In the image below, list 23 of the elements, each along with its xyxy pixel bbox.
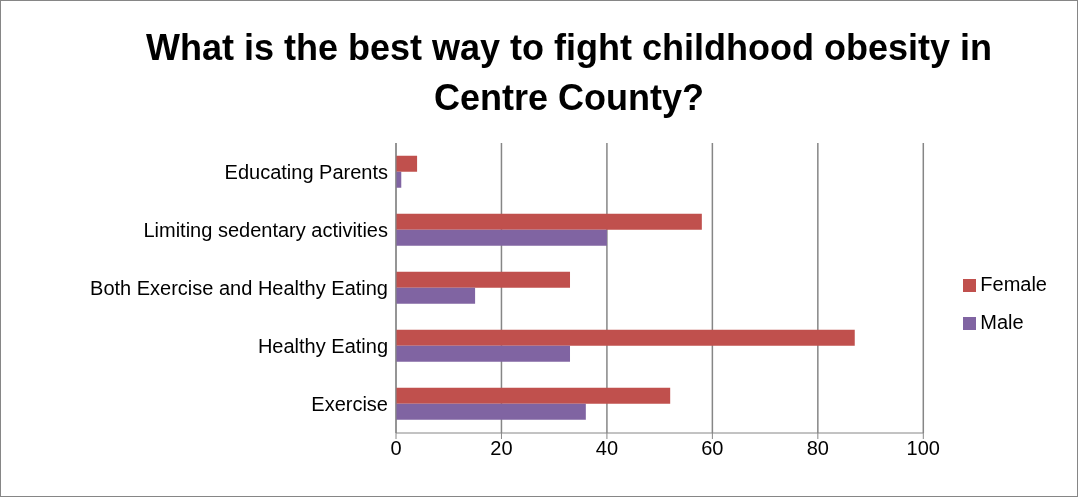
- legend-label: Male: [980, 311, 1024, 333]
- y-tick-label: Exercise: [311, 393, 388, 416]
- x-tick-label: 100: [906, 437, 940, 460]
- legend-label: Female: [980, 273, 1047, 295]
- y-tick-label: Limiting sedentary activities: [143, 219, 388, 242]
- x-tick-label: 0: [390, 437, 402, 460]
- x-tick-label: 80: [806, 437, 829, 460]
- bar: [396, 213, 702, 230]
- bar: [396, 329, 855, 346]
- x-tick-label: 60: [701, 437, 724, 460]
- bar: [396, 403, 586, 420]
- chart-title: What is the best way to fight childhood obesity in Centre County?: [145, 26, 993, 120]
- x-tick-label: 20: [490, 437, 513, 460]
- x-tick-label: 40: [595, 437, 619, 460]
- y-tick-label: Both Exercise and Healthy Eating: [90, 277, 388, 300]
- bar: [396, 387, 671, 404]
- bar: [396, 345, 571, 362]
- bar: [396, 229, 607, 246]
- bar: [396, 271, 571, 288]
- bar: [396, 155, 418, 172]
- bar: [396, 287, 476, 304]
- y-tick-label: Healthy Eating: [257, 335, 388, 358]
- y-tick-label: Educating Parents: [224, 161, 388, 184]
